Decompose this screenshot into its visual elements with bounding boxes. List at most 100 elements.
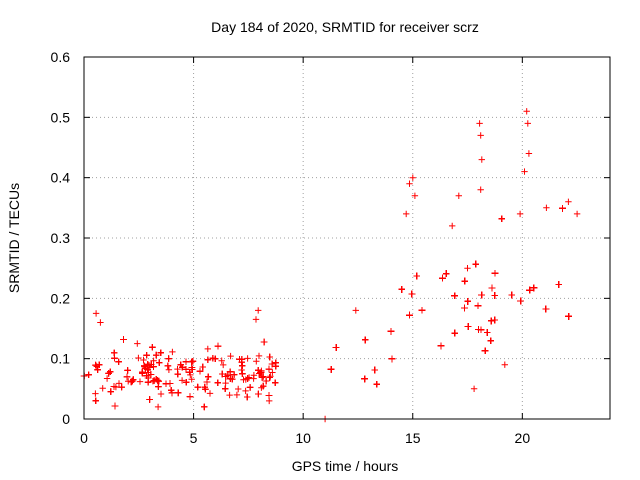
data-point <box>477 186 484 193</box>
data-point <box>451 329 458 337</box>
data-point <box>92 390 99 397</box>
data-point <box>214 342 222 350</box>
data-point <box>206 390 214 397</box>
data-point <box>491 316 498 324</box>
data-point <box>178 377 186 384</box>
data-point <box>449 222 456 230</box>
y-axis-ticks: 0 0.1 0.2 0.3 0.4 0.5 0.6 <box>51 49 610 427</box>
data-point <box>168 389 176 397</box>
y-tick-label: 0.1 <box>51 351 71 367</box>
data-point <box>165 366 173 373</box>
data-point <box>559 205 566 212</box>
data-point <box>255 390 262 398</box>
data-point <box>141 362 148 370</box>
data-point <box>250 372 258 379</box>
grid <box>84 57 610 419</box>
data-point <box>224 372 232 379</box>
data-point <box>238 356 246 363</box>
data-point <box>186 393 194 400</box>
data-point <box>411 192 419 199</box>
data-point <box>406 311 413 319</box>
data-point <box>517 297 524 305</box>
y-axis-label: SRMTID / TECUs <box>6 183 22 293</box>
data-point <box>464 265 471 272</box>
data-point <box>265 392 273 399</box>
data-point <box>252 316 260 323</box>
data-point <box>487 337 494 344</box>
data-point <box>451 292 458 299</box>
data-point <box>164 362 172 370</box>
data-point <box>115 380 123 387</box>
data-point <box>498 215 505 222</box>
data-point <box>92 397 99 404</box>
data-point <box>188 364 196 371</box>
y-tick-label: 0.5 <box>51 109 71 125</box>
data-point <box>258 374 266 381</box>
x-axis-label: GPS time / hours <box>292 458 399 474</box>
data-point <box>203 378 211 386</box>
data-point <box>387 328 395 335</box>
data-point <box>573 210 581 218</box>
data-point <box>398 286 405 293</box>
data-point <box>525 150 533 157</box>
data-point <box>476 120 483 127</box>
x-tick-label: 15 <box>405 430 421 446</box>
data-point <box>201 383 208 391</box>
data-point <box>92 310 100 317</box>
data-point <box>165 355 172 362</box>
data-point <box>478 291 485 299</box>
data-point <box>183 379 190 386</box>
x-tick-label: 0 <box>80 430 88 446</box>
x-tick-label: 10 <box>295 430 311 446</box>
data-point <box>565 198 572 205</box>
data-point <box>105 370 112 377</box>
data-point <box>205 373 212 380</box>
data-point <box>115 358 122 365</box>
data-point <box>118 383 125 391</box>
y-tick-label: 0.4 <box>51 170 71 186</box>
data-point <box>260 382 267 390</box>
data-point <box>111 355 118 362</box>
data-point <box>481 347 489 354</box>
data-point <box>182 358 190 365</box>
data-point <box>85 371 92 378</box>
data-point <box>136 378 144 385</box>
data-point <box>124 367 131 374</box>
data-point <box>199 363 206 371</box>
data-point <box>408 290 416 298</box>
data-point <box>149 378 157 385</box>
data-point <box>565 313 572 320</box>
data-point <box>524 120 531 127</box>
data-point <box>139 368 146 376</box>
data-point <box>244 355 251 362</box>
data-point <box>516 210 524 218</box>
data-point <box>214 379 221 386</box>
y-tick-label: 0.2 <box>51 290 71 306</box>
plot-frame <box>83 56 611 420</box>
data-point <box>488 284 496 292</box>
data-point <box>227 375 234 382</box>
data-point <box>265 365 273 373</box>
data-point <box>491 270 499 277</box>
data-points <box>80 108 581 423</box>
data-point <box>226 391 233 399</box>
data-point <box>543 204 550 211</box>
data-point <box>260 338 268 346</box>
data-point <box>218 357 225 364</box>
data-point <box>362 336 369 344</box>
data-point <box>501 361 508 368</box>
data-point <box>157 390 165 398</box>
data-point <box>220 361 227 369</box>
data-point <box>123 373 131 381</box>
data-point <box>455 192 462 199</box>
data-point <box>175 389 182 397</box>
data-point <box>327 366 335 373</box>
data-point <box>268 360 276 368</box>
data-point <box>478 156 485 163</box>
data-point <box>332 344 340 351</box>
data-point <box>470 385 478 392</box>
data-point <box>521 168 528 175</box>
data-point <box>269 369 276 376</box>
x-axis-ticks: 0 5 10 15 20 <box>80 57 530 446</box>
